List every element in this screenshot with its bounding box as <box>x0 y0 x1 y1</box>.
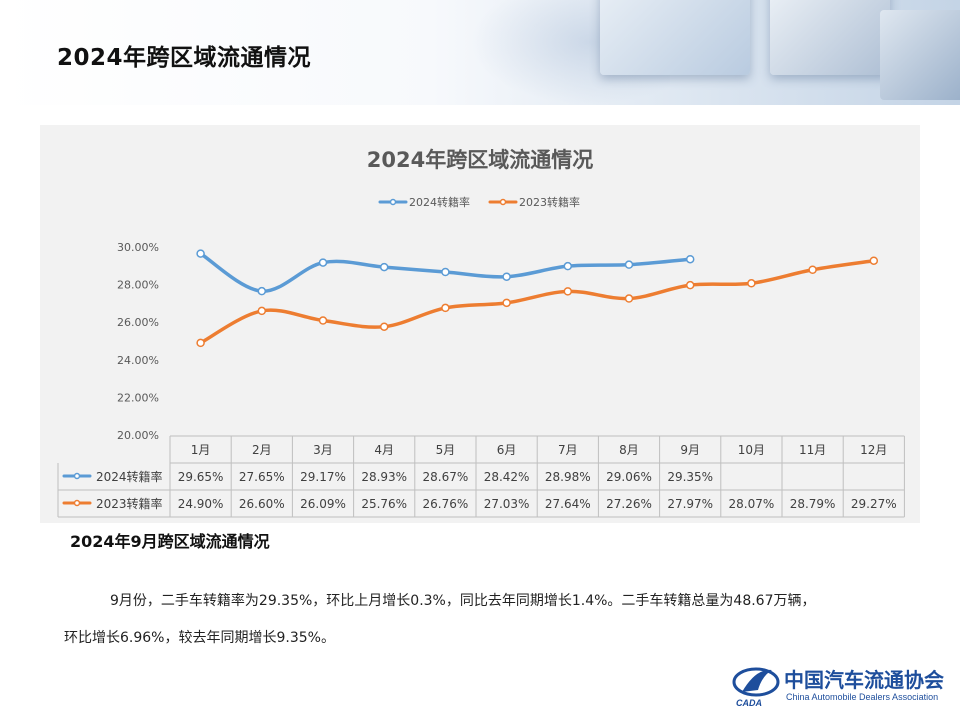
table-value: 28.93% <box>361 470 407 484</box>
data-point <box>624 294 634 303</box>
data-point <box>685 280 695 290</box>
logo-mark-text: CADA <box>736 698 762 708</box>
data-point <box>869 256 879 265</box>
chart-title: 2024年跨区域流通情况 <box>367 148 593 172</box>
table-value: 24.90% <box>178 497 224 511</box>
data-point <box>441 267 450 277</box>
decorative-cube <box>880 10 960 100</box>
data-point <box>257 286 267 296</box>
decorative-cube <box>600 0 750 75</box>
x-category-label: 11月 <box>799 443 826 457</box>
table-value: 28.79% <box>790 497 836 511</box>
legend-label: 2024转籍率 <box>409 195 470 209</box>
legend-marker <box>499 198 507 206</box>
table-value: 29.27% <box>851 497 897 511</box>
x-category-label: 2月 <box>252 443 272 457</box>
x-category-label: 1月 <box>191 443 211 457</box>
y-tick-label: 24.00% <box>117 354 159 367</box>
table-value: 29.35% <box>667 470 713 484</box>
table-value: 27.97% <box>667 497 713 511</box>
summary-line-1: 9月份，二手车转籍率为29.35%，环比上月增长0.3%，同比去年同期增长1.4… <box>110 593 816 609</box>
table-value: 29.06% <box>606 470 652 484</box>
table-legend-marker <box>73 499 81 507</box>
cada-logo: CADA 中国汽车流通协会 China Automobile Dealers A… <box>732 662 952 708</box>
x-category-label: 6月 <box>497 443 517 457</box>
cada-logo-icon: CADA <box>732 667 780 708</box>
table-legend-marker <box>73 472 81 480</box>
table-value: 28.67% <box>423 470 469 484</box>
data-point <box>685 254 695 264</box>
line-chart: 2024年跨区域流通情况 2024转籍率 2023转籍率 20.00% 22.00% 24… <box>57 148 905 518</box>
table-value: 27.26% <box>606 497 652 511</box>
table-value: 29.65% <box>178 470 224 484</box>
data-point <box>502 272 511 281</box>
table-value: 27.64% <box>545 497 591 511</box>
table-value: 28.98% <box>545 470 591 484</box>
data-point <box>379 262 389 272</box>
logo-title: 中国汽车流通协会 <box>784 668 944 692</box>
x-category-label: 9月 <box>680 443 700 457</box>
table-value: 25.76% <box>361 497 407 511</box>
x-category-label: 10月 <box>738 443 765 457</box>
data-point <box>563 261 573 271</box>
legend-label: 2023转籍率 <box>519 195 580 209</box>
data-point <box>563 287 573 296</box>
data-point <box>624 260 634 269</box>
data-point <box>502 298 511 308</box>
header-banner <box>0 0 960 105</box>
data-point <box>196 338 205 348</box>
table-value: 28.42% <box>484 470 530 484</box>
x-category-label: 7月 <box>558 443 578 457</box>
data-point <box>257 306 267 316</box>
y-tick-label: 28.00% <box>117 279 159 292</box>
x-category-label: 5月 <box>436 443 456 457</box>
table-value: 27.03% <box>484 497 530 511</box>
logo-subtitle: China Automobile Dealers Association <box>786 692 939 702</box>
data-point <box>318 316 328 325</box>
data-point <box>747 279 756 288</box>
data-point <box>196 249 205 258</box>
y-tick-label: 20.00% <box>117 429 159 442</box>
x-category-label: 3月 <box>313 443 333 457</box>
data-point <box>318 258 328 267</box>
data-point <box>808 265 817 274</box>
table-value: 26.76% <box>423 497 469 511</box>
table-series-label: 2024转籍率 <box>96 469 163 484</box>
chart-panel: 2024年跨区域流通情况 2024转籍率 2023转籍率 20.00% 22.00% 24… <box>40 125 920 523</box>
table-value: 26.60% <box>239 497 285 511</box>
summary-line-2: 环比增长6.96%，较去年同期增长9.35%。 <box>64 630 335 646</box>
y-tick-label: 22.00% <box>117 391 159 404</box>
y-tick-label: 30.00% <box>117 241 159 254</box>
data-point <box>379 322 389 331</box>
x-category-label: 4月 <box>374 443 394 457</box>
x-category-label: 8月 <box>619 443 639 457</box>
decorative-cube <box>770 0 890 75</box>
table-value: 29.17% <box>300 470 346 484</box>
section-title: 2024年9月跨区域流通情况 <box>70 532 270 551</box>
table-series-label: 2023转籍率 <box>96 496 163 511</box>
x-category-label: 12月 <box>860 443 887 457</box>
table-value: 26.09% <box>300 497 346 511</box>
legend-marker <box>389 198 397 206</box>
page-title: 2024年跨区域流通情况 <box>57 45 312 71</box>
y-tick-label: 26.00% <box>117 316 159 329</box>
data-point <box>441 303 450 313</box>
table-value: 28.07% <box>729 497 775 511</box>
table-value: 27.65% <box>239 470 285 484</box>
